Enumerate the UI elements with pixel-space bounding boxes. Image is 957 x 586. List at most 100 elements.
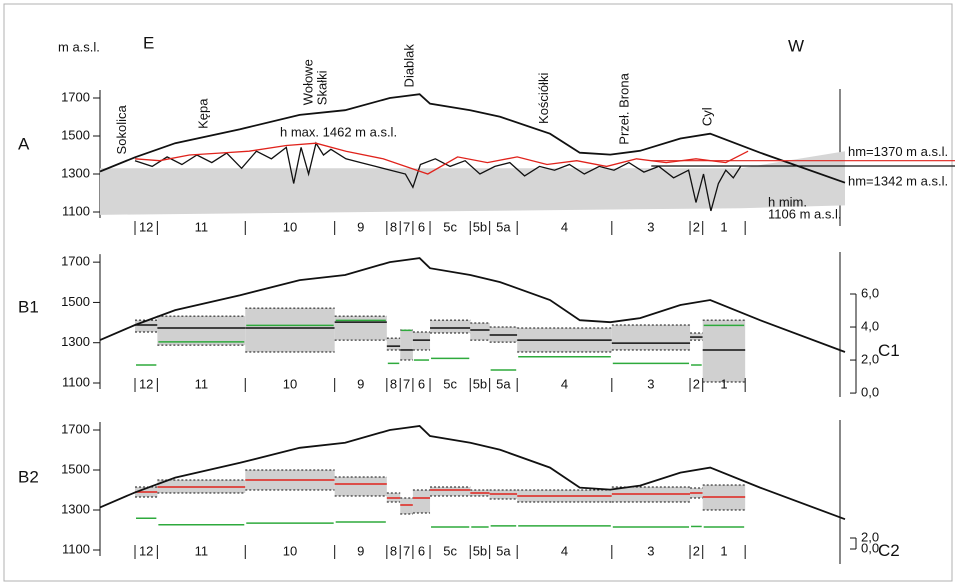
- y2-axis-label: C1: [878, 341, 900, 360]
- segment-label: 10: [283, 219, 297, 234]
- segment-label: 6: [418, 376, 425, 391]
- segment-label: 4: [561, 219, 568, 234]
- y2-tick-label: 0,0: [861, 540, 879, 555]
- segment-label: 5c: [443, 376, 457, 391]
- east-label: E: [143, 33, 154, 52]
- range-box: [412, 332, 431, 350]
- peak-name: Skałki: [314, 70, 329, 105]
- range-box: [611, 324, 691, 350]
- reference-label: hm=1342 m a.s.l.: [848, 173, 948, 188]
- y2-tick-label: 6,0: [861, 285, 879, 300]
- y-tick-label: 1100: [62, 541, 90, 556]
- segment-label: 5c: [443, 543, 457, 558]
- segment-label: 9: [357, 219, 364, 234]
- segment-label: 10: [283, 376, 297, 391]
- shaded-area: [100, 151, 845, 215]
- segment-label: 7: [403, 376, 410, 391]
- segment-label: 5b: [473, 219, 487, 234]
- segment-label: 8: [390, 219, 397, 234]
- peak-name: Kępa: [196, 98, 211, 129]
- y2-tick-label: 2,0: [861, 529, 879, 544]
- range-box: [430, 320, 471, 334]
- segment-label: 6: [418, 219, 425, 234]
- segment-label: 7: [403, 219, 410, 234]
- y2-tick-label: 0,0: [861, 385, 879, 400]
- segment-label: 12: [139, 543, 153, 558]
- range-box: [412, 490, 431, 513]
- segment-label: 5a: [496, 219, 511, 234]
- segment-label: 5a: [496, 376, 511, 391]
- peak-name: Przeł. Brona: [617, 72, 632, 144]
- segment-label: 12: [139, 219, 153, 234]
- y-tick-label: 1700: [61, 421, 90, 436]
- y-tick-label: 1700: [61, 89, 90, 104]
- profile-line: [99, 257, 846, 353]
- y2-tick-label: 2,0: [861, 351, 879, 366]
- segment-label: 5b: [473, 376, 487, 391]
- y-tick-label: 1500: [61, 294, 90, 309]
- segment-label: 8: [390, 543, 397, 558]
- west-label: W: [788, 36, 804, 55]
- range-box: [430, 487, 471, 496]
- range-box: [386, 338, 401, 350]
- y-tick-label: 1300: [61, 501, 90, 516]
- y-tick-label: 1300: [61, 334, 90, 349]
- segment-label: 3: [647, 219, 654, 234]
- segment-label: 2: [693, 376, 700, 391]
- segment-label: 1: [720, 376, 727, 391]
- profile-line: [99, 425, 846, 521]
- y-tick-label: 1100: [62, 374, 90, 389]
- y2-axis-label: C2: [878, 541, 900, 560]
- detail-line: [134, 141, 742, 212]
- y-tick-label: 1300: [61, 165, 90, 180]
- range-box: [400, 330, 413, 361]
- y-axis-label: m a.s.l.: [58, 39, 100, 54]
- figure-border: [3, 3, 953, 582]
- annotation: h mim.: [768, 194, 807, 209]
- segment-label: 1: [720, 543, 727, 558]
- range-box: [245, 308, 335, 352]
- peak-name: Cyl: [699, 107, 714, 126]
- peak-name: Diablak: [401, 44, 416, 88]
- segment-label: 6: [418, 543, 425, 558]
- segment-label: 11: [195, 219, 209, 234]
- segment-label: 8: [390, 376, 397, 391]
- segment-label: 2: [693, 543, 700, 558]
- segment-label: 10: [283, 543, 297, 558]
- segment-label: 1: [720, 219, 727, 234]
- panel-label: B2: [18, 467, 39, 486]
- peak-name: Sokolica: [114, 105, 129, 155]
- y-tick-label: 1700: [61, 254, 90, 269]
- range-box: [470, 322, 490, 341]
- y-tick-label: 1500: [61, 461, 90, 476]
- profile-line: [99, 93, 846, 184]
- segment-label: 5b: [473, 543, 487, 558]
- segment-label: 11: [195, 376, 209, 391]
- range-box: [702, 320, 746, 382]
- segment-label: 9: [357, 376, 364, 391]
- panel-label: B1: [18, 297, 39, 316]
- segment-label: 11: [195, 543, 209, 558]
- segment-label: 3: [647, 376, 654, 391]
- segment-label: 7: [403, 543, 410, 558]
- peak-name: Wołowe: [300, 59, 315, 105]
- range-box: [157, 316, 246, 346]
- peak-name: Kościółki: [536, 73, 551, 124]
- annotation: h max. 1462 m a.s.l.: [280, 124, 397, 139]
- y2-tick-label: 4,0: [861, 318, 879, 333]
- range-box: [334, 477, 387, 496]
- annotation: 1106 m a.s.l.: [768, 206, 841, 221]
- reference-label: hm=1370 m a.s.l.: [848, 144, 948, 159]
- segment-label: 9: [357, 543, 364, 558]
- segment-label: 4: [561, 543, 568, 558]
- range-box: [400, 498, 413, 514]
- segment-label: 5c: [443, 219, 457, 234]
- segment-label: 12: [139, 376, 153, 391]
- segment-label: 3: [647, 543, 654, 558]
- y-tick-label: 1500: [61, 127, 90, 142]
- panel-label: A: [18, 134, 30, 153]
- segment-label: 4: [561, 376, 568, 391]
- segment-label: 2: [693, 219, 700, 234]
- range-box: [135, 320, 158, 333]
